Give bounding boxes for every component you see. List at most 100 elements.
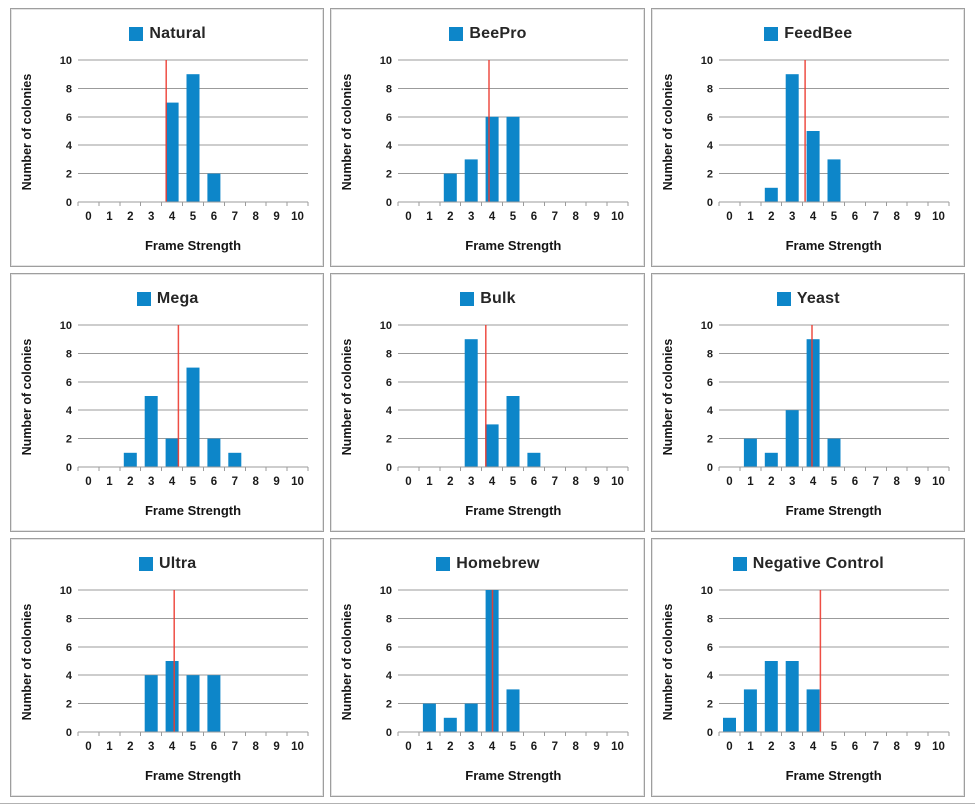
y-tick-label: 4 (707, 670, 714, 682)
y-tick-label: 0 (386, 727, 392, 739)
y-tick-label: 6 (66, 112, 72, 124)
x-tick-label: 1 (106, 741, 113, 753)
legend-label: Homebrew (456, 555, 540, 572)
x-tick-label: 5 (190, 211, 197, 223)
x-tick-label: 4 (810, 741, 817, 753)
bars (423, 590, 520, 732)
x-tick-label: 7 (872, 741, 878, 753)
y-tick-label: 10 (700, 585, 712, 597)
legend-swatch-icon (136, 292, 151, 306)
x-tick-label: 6 (851, 211, 857, 223)
x-tick-label: 8 (893, 476, 900, 488)
legend-label: Ultra (158, 555, 197, 572)
bar (743, 438, 757, 467)
y-tick-label: 0 (386, 197, 392, 209)
y-tick-labels: 0 2 4 6 8 10 (380, 55, 393, 209)
chart-panel-bulk: Bulk Number of colonies 0 2 4 6 8 10 0 1 2 3 4 5 6 7 8… (330, 273, 645, 532)
bar (827, 159, 841, 202)
x-tick-label: 1 (747, 211, 754, 223)
y-tick-label: 8 (386, 348, 392, 360)
x-tick-labels: 0 1 2 3 4 5 6 7 8 9 10 (726, 476, 945, 488)
x-tick-label: 9 (594, 476, 600, 488)
x-tick-label: 3 (148, 211, 154, 223)
chart-plot: 0 2 4 6 8 10 0 1 2 3 4 5 6 7 8 9 10 (60, 320, 309, 488)
legend-label: BeePro (469, 25, 527, 42)
y-axis-title: Number of colonies (340, 73, 355, 191)
bar (144, 675, 158, 732)
x-tick-label: 3 (148, 476, 154, 488)
y-tick-label: 4 (66, 670, 73, 682)
x-tick-label: 10 (291, 476, 304, 488)
x-tick-label: 10 (932, 476, 945, 488)
y-tick-label: 2 (386, 434, 392, 446)
x-axis-title: Frame Strength (465, 768, 562, 783)
x-tick-label: 1 (747, 741, 754, 753)
chart-panel-beepro: BeePro Number of colonies 0 2 4 6 8 10 0 1 2 3 4 5 6… (330, 8, 645, 267)
y-tick-labels: 0 2 4 6 8 10 (60, 320, 73, 474)
bar (465, 703, 479, 732)
chart-legend: Ultra (16, 548, 319, 580)
y-tick-labels: 0 2 4 6 8 10 (700, 55, 713, 209)
x-axis (77, 731, 309, 736)
y-tick-label: 0 (66, 197, 72, 209)
x-tick-label: 4 (810, 211, 817, 223)
chart-body: Number of colonies 0 2 4 6 8 10 0 1 2 3 4 5 6 7 8 9 10 (336, 582, 639, 782)
x-tick-label: 10 (932, 741, 945, 753)
bar (827, 438, 841, 467)
x-tick-label: 0 (726, 741, 732, 753)
y-tick-label: 6 (386, 377, 392, 389)
x-tick-label: 2 (768, 741, 774, 753)
gridlines (718, 589, 949, 705)
y-tick-label: 8 (707, 83, 713, 95)
x-axis-title: Frame Strength (144, 768, 242, 783)
y-tick-label: 10 (380, 320, 392, 332)
y-tick-label: 10 (700, 55, 712, 67)
bars (764, 74, 841, 202)
x-tick-label: 2 (127, 476, 133, 488)
x-tick-label: 5 (510, 211, 517, 223)
bar (806, 131, 820, 202)
x-tick-label: 8 (573, 741, 580, 753)
x-tick-label: 4 (489, 211, 496, 223)
y-tick-label: 2 (707, 169, 713, 181)
x-tick-label: 8 (893, 741, 900, 753)
y-tick-label: 10 (60, 320, 72, 332)
x-tick-label: 3 (468, 476, 474, 488)
x-tick-label: 7 (552, 211, 558, 223)
chart-panel-ultra: Ultra Number of colonies 0 2 4 6 8 10 0 1 2 3 4 5 6 7… (10, 538, 325, 797)
x-tick-label: 4 (810, 476, 817, 488)
chart-body: Number of colonies 0 2 4 6 8 10 0 1 2 3 4 5 6 7 8 9 10 (657, 582, 960, 782)
chart-panel-feedbee: FeedBee Number of colonies 0 2 4 6 8 10 0 1 2 3 4 5… (650, 8, 965, 267)
x-axis-title: Frame Strength (465, 238, 562, 253)
x-tick-label: 3 (468, 741, 474, 753)
y-tick-labels: 0 2 4 6 8 10 (60, 55, 73, 209)
chart-plot: 0 2 4 6 8 10 0 1 2 3 4 5 6 7 8 9 10 (380, 320, 629, 488)
x-axis (718, 201, 950, 206)
legend-swatch-icon (138, 557, 153, 571)
x-tick-label: 10 (611, 476, 624, 488)
y-tick-label: 2 (66, 169, 72, 181)
legend-label: FeedBee (784, 25, 853, 42)
x-tick-labels: 0 1 2 3 4 5 6 7 8 9 10 (85, 741, 304, 753)
x-tick-label: 1 (427, 211, 434, 223)
x-axis (397, 731, 629, 736)
x-tick-label: 9 (914, 741, 920, 753)
x-tick-label: 5 (830, 476, 837, 488)
chart-body: Number of colonies 0 2 4 6 8 10 0 1 2 3 4 5 6 7 8 9 10 (657, 317, 960, 517)
x-tick-label: 6 (531, 741, 537, 753)
x-tick-label: 9 (273, 211, 279, 223)
x-axis (77, 201, 309, 206)
bars (144, 661, 221, 732)
y-tick-labels: 0 2 4 6 8 10 (380, 320, 393, 474)
x-tick-label: 9 (273, 741, 279, 753)
x-tick-label: 0 (85, 211, 91, 223)
x-tick-labels: 0 1 2 3 4 5 6 7 8 9 10 (85, 211, 304, 223)
y-tick-label: 10 (700, 320, 712, 332)
chart-plot: 0 2 4 6 8 10 0 1 2 3 4 5 6 7 8 9 10 (380, 585, 629, 753)
x-tick-label: 9 (914, 211, 920, 223)
x-axis (77, 466, 309, 471)
legend-swatch-icon (776, 292, 791, 306)
y-tick-label: 6 (66, 642, 72, 654)
x-tick-label: 2 (127, 211, 133, 223)
